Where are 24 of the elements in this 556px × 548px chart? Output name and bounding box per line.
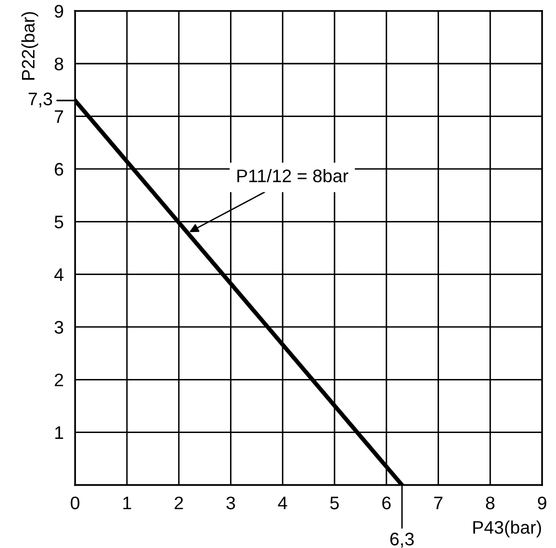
y-tick-label: 9 bbox=[54, 4, 64, 18]
annotation: 6,3 bbox=[390, 532, 414, 548]
x-axis-title: P43(bar) bbox=[473, 520, 541, 538]
y-tick-label: 7 bbox=[54, 110, 64, 123]
y-tick-label: 5 bbox=[54, 216, 64, 228]
y-tick-label: 2 bbox=[54, 374, 64, 386]
y-tick-label: 6 bbox=[54, 162, 64, 176]
x-tick-label: 6 bbox=[382, 496, 391, 510]
x-tick-label: 9 bbox=[538, 496, 546, 510]
x-tick-label: 7 bbox=[434, 496, 442, 510]
annotation: 7,3 bbox=[28, 92, 52, 108]
x-tick-label: 3 bbox=[226, 496, 235, 510]
y-tick-label: 8 bbox=[54, 58, 64, 70]
y-axis-title: P22(bar) bbox=[21, 12, 38, 80]
y-tick-label: 3 bbox=[54, 320, 64, 334]
x-tick-label: 2 bbox=[174, 496, 183, 510]
annotation: P11/12 = 8bar bbox=[237, 169, 348, 182]
x-tick-label: 1 bbox=[123, 496, 132, 510]
y-tick-label: 1 bbox=[55, 426, 64, 439]
x-tick-label: 5 bbox=[330, 496, 339, 510]
y-tick-label: 4 bbox=[54, 268, 64, 281]
x-tick-label: 8 bbox=[486, 496, 494, 510]
x-tick-label: 4 bbox=[278, 496, 288, 510]
x-tick-label: 0 bbox=[70, 496, 80, 510]
